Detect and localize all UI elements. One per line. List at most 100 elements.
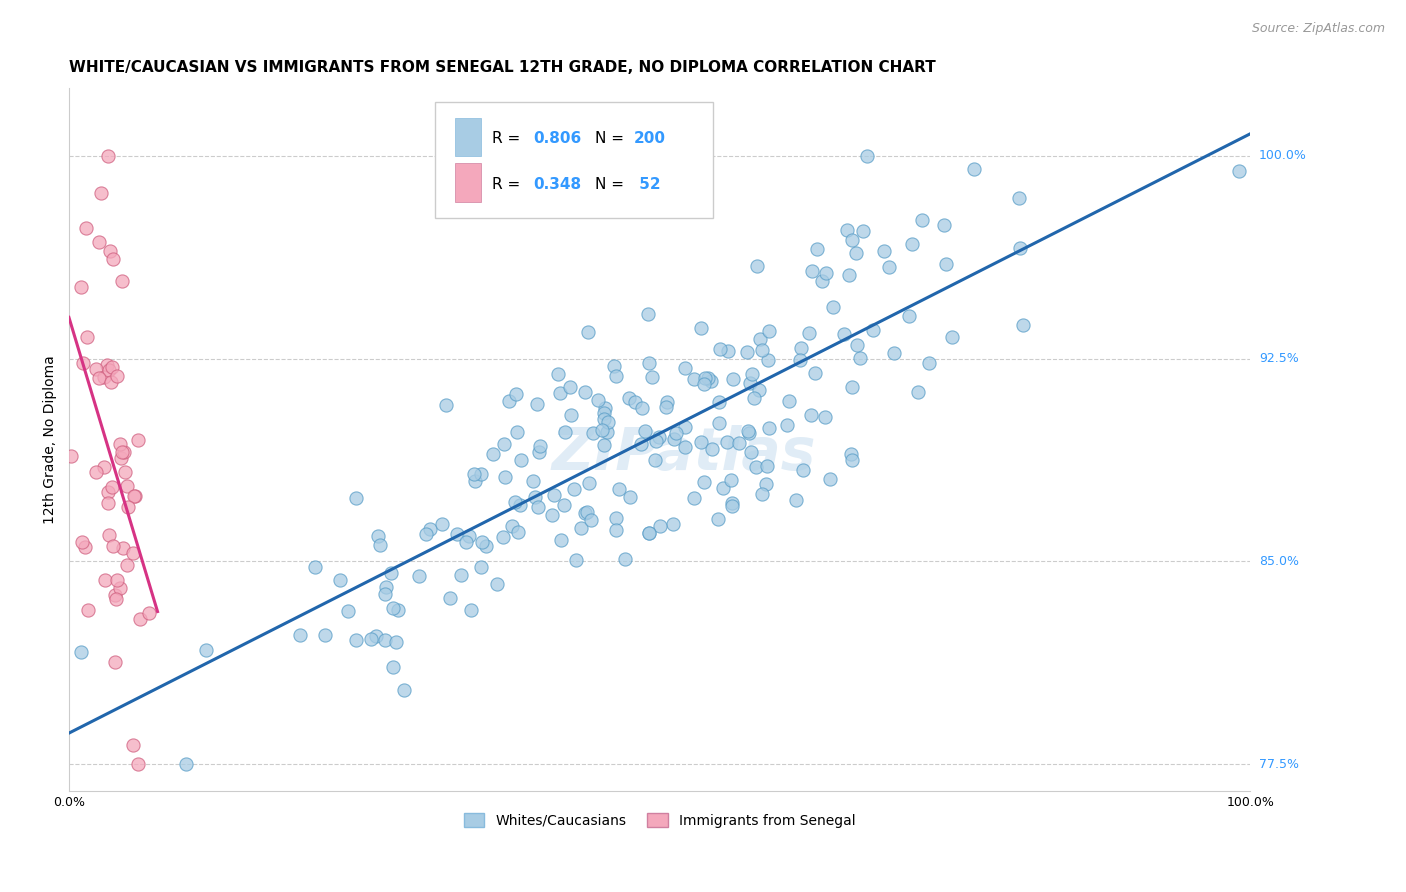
Point [835, 223, 858, 237]
Point [607, 482, 630, 496]
Point [586, 393, 609, 408]
Point [935, 257, 957, 271]
Point [562, 483, 585, 497]
Point [852, 224, 875, 238]
Point [792, 462, 814, 476]
Point [434, 399, 457, 413]
Point [108, 437, 131, 451]
Point [501, 518, 523, 533]
Point [454, 534, 477, 549]
Point [603, 359, 626, 374]
Point [550, 386, 572, 401]
Point [98, 363, 121, 377]
Point [814, 267, 837, 281]
Point [683, 372, 706, 386]
Point [569, 521, 592, 535]
Point [720, 473, 742, 487]
Point [367, 528, 389, 542]
Point [574, 384, 596, 399]
Point [814, 409, 837, 424]
Point [911, 213, 934, 227]
Point [758, 421, 780, 435]
Point [1007, 192, 1029, 206]
Point [460, 603, 482, 617]
Point [492, 530, 515, 544]
Point [482, 447, 505, 461]
Point [751, 343, 773, 358]
Point [430, 517, 453, 532]
Point [634, 425, 657, 439]
Text: 52: 52 [634, 178, 661, 192]
Point [103, 539, 125, 553]
Point [96, 496, 118, 510]
Point [638, 356, 661, 370]
Point [111, 541, 134, 555]
Point [778, 393, 800, 408]
Point [344, 632, 367, 647]
Point [883, 346, 905, 360]
Point [901, 237, 924, 252]
Point [841, 233, 863, 247]
Point [579, 513, 602, 527]
Point [526, 397, 548, 411]
Point [93, 459, 115, 474]
Point [716, 435, 738, 450]
Point [509, 498, 531, 512]
Point [844, 246, 866, 260]
Point [104, 588, 127, 602]
Point [856, 149, 879, 163]
Point [619, 391, 641, 405]
Point [122, 546, 145, 560]
Point [304, 560, 326, 574]
Point [463, 467, 485, 481]
FancyBboxPatch shape [436, 103, 713, 219]
Point [693, 370, 716, 384]
Point [374, 632, 396, 647]
Point [744, 391, 766, 405]
Point [841, 380, 863, 394]
Point [1011, 318, 1033, 333]
Point [641, 370, 664, 384]
Point [360, 632, 382, 646]
Point [593, 437, 616, 451]
Point [439, 591, 461, 606]
Point [486, 577, 509, 591]
Point [122, 489, 145, 503]
Point [503, 495, 526, 509]
Text: 0.348: 0.348 [533, 178, 582, 192]
Point [84, 465, 107, 479]
Point [394, 682, 416, 697]
Point [789, 352, 811, 367]
Point [471, 534, 494, 549]
Point [821, 300, 844, 314]
Point [364, 629, 387, 643]
Point [806, 242, 828, 256]
Point [655, 401, 678, 415]
Point [77, 603, 100, 617]
Point [709, 343, 731, 357]
Text: 77.5%: 77.5% [1258, 757, 1299, 771]
Point [564, 553, 586, 567]
Point [111, 445, 134, 459]
Point [917, 356, 939, 370]
Point [337, 604, 360, 618]
Point [100, 375, 122, 389]
Point [711, 481, 734, 495]
Point [575, 505, 598, 519]
Point [592, 406, 614, 420]
Text: ZIPatlas: ZIPatlas [551, 425, 815, 483]
Point [745, 460, 768, 475]
Point [314, 628, 336, 642]
Point [810, 273, 832, 287]
Point [368, 538, 391, 552]
Point [76, 329, 98, 343]
Point [697, 370, 720, 384]
Point [506, 525, 529, 540]
Point [702, 442, 724, 456]
Point [582, 425, 605, 440]
Point [700, 374, 723, 388]
Point [105, 592, 128, 607]
Point [941, 330, 963, 344]
Point [689, 435, 711, 450]
Point [800, 408, 823, 422]
